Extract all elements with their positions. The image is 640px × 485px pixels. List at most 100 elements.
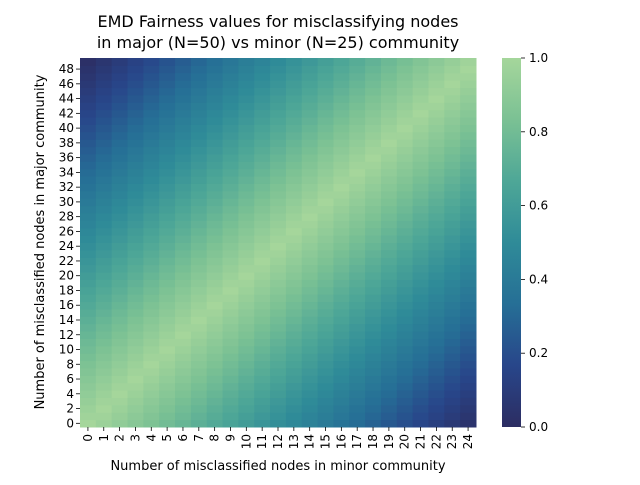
heatmap-cell (254, 198, 271, 207)
heatmap-cell (380, 139, 398, 148)
heatmap-cell (222, 72, 239, 81)
heatmap-cell (127, 264, 144, 273)
heatmap-cell (444, 220, 461, 229)
heatmap-cell (333, 264, 350, 273)
heatmap-cell (380, 316, 398, 325)
heatmap-cell (95, 190, 113, 199)
heatmap-cell (254, 242, 271, 251)
heatmap-cell (80, 397, 97, 406)
heatmap-cell (349, 308, 366, 317)
heatmap-cell (333, 94, 350, 103)
heatmap-cell (206, 65, 224, 74)
heatmap-cell (444, 176, 461, 184)
heatmap-cell (270, 375, 287, 384)
y-tick-label: 18 (59, 283, 74, 297)
heatmap-cell (380, 412, 398, 421)
heatmap-cell (301, 124, 319, 133)
x-tick-label: 10 (239, 434, 253, 449)
heatmap-cell (285, 353, 303, 362)
heatmap-cell (444, 235, 461, 243)
heatmap-cell (206, 117, 224, 125)
heatmap-cell (127, 220, 144, 229)
chart-title: EMD Fairness values for misclassifying n… (97, 12, 459, 52)
heatmap-cell (175, 94, 192, 103)
heatmap-cell (349, 397, 366, 406)
heatmap-cell (349, 72, 366, 81)
heatmap-cell (270, 146, 287, 155)
heatmap-cell (238, 323, 255, 332)
heatmap-cell (460, 397, 477, 406)
heatmap-cell (380, 272, 398, 280)
y-tick-label: 42 (59, 106, 74, 120)
heatmap-cell (460, 323, 477, 332)
heatmap-cell (175, 360, 192, 369)
heatmap-cell (412, 294, 429, 303)
heatmap-cell (349, 316, 366, 325)
heatmap-cell (206, 220, 224, 229)
heatmap-cell (365, 412, 382, 421)
heatmap-cell (254, 183, 271, 192)
heatmap-cell (143, 117, 160, 125)
heatmap-cell (396, 94, 414, 103)
heatmap-cell (143, 360, 160, 369)
heatmap-cell (349, 331, 366, 339)
heatmap-cell (222, 124, 239, 133)
heatmap-cell (444, 412, 461, 421)
heatmap-cell (206, 390, 224, 398)
heatmap-cell (127, 301, 144, 310)
heatmap-cell (317, 58, 334, 66)
y-tick-label: 16 (59, 298, 74, 312)
heatmap-cell (238, 264, 255, 273)
heatmap-cell (159, 360, 176, 369)
heatmap-cell (333, 235, 350, 243)
heatmap-cell (270, 390, 287, 398)
heatmap-cell (95, 412, 113, 421)
heatmap-cell (444, 109, 461, 118)
heatmap-cell (285, 183, 303, 192)
heatmap-cell (159, 345, 176, 354)
heatmap-cell (254, 87, 271, 96)
heatmap-cell (238, 308, 255, 317)
heatmap-cell (190, 331, 208, 339)
heatmap-cell (254, 279, 271, 288)
heatmap-cell (396, 190, 414, 199)
x-tick-label: 19 (382, 434, 396, 449)
heatmap-cell (206, 146, 224, 155)
heatmap-cell (380, 153, 398, 162)
heatmap-cell (428, 139, 445, 148)
heatmap-cell (349, 382, 366, 391)
heatmap-cell (127, 109, 144, 118)
heatmap-cell (95, 249, 113, 258)
heatmap-cell (175, 308, 192, 317)
heatmap-cell (460, 242, 477, 251)
heatmap-cell (127, 198, 144, 207)
heatmap-cell (285, 190, 303, 199)
heatmap-cell (222, 390, 239, 398)
heatmap-cell (412, 220, 429, 229)
heatmap-cell (254, 375, 271, 384)
y-tick-label: 38 (59, 136, 74, 150)
heatmap-cell (460, 146, 477, 155)
heatmap-cell (428, 176, 445, 184)
heatmap-cell (254, 72, 271, 81)
heatmap-cell (254, 94, 271, 103)
heatmap-cell (270, 338, 287, 347)
heatmap-cell (80, 198, 97, 207)
heatmap-cell (206, 183, 224, 192)
heatmap-cell (175, 220, 192, 229)
heatmap-cell (175, 176, 192, 184)
heatmap-cell (190, 338, 208, 347)
heatmap-cell (95, 65, 113, 74)
heatmap-cell (143, 139, 160, 148)
heatmap-cell (143, 153, 160, 162)
heatmap-cell (365, 301, 382, 310)
heatmap-cell (380, 353, 398, 362)
y-tick-label: 44 (59, 92, 74, 106)
heatmap-cell (365, 272, 382, 280)
heatmap-cell (333, 375, 350, 384)
heatmap-cell (127, 412, 144, 421)
heatmap-cell (80, 146, 97, 155)
heatmap-cell (444, 153, 461, 162)
heatmap-cell (143, 382, 160, 391)
heatmap-cell (412, 131, 429, 140)
